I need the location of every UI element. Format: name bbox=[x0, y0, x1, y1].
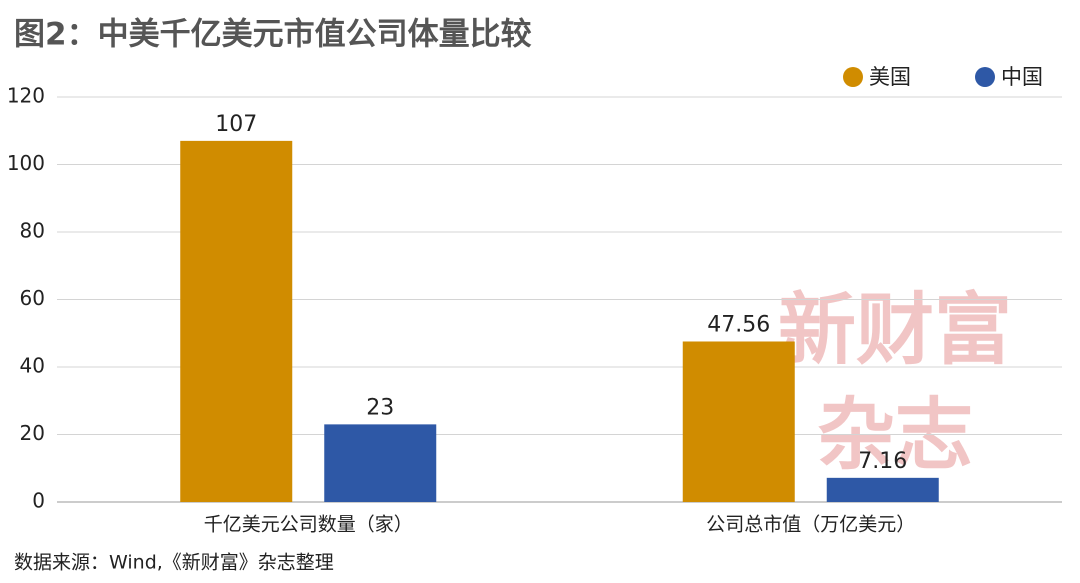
chart-title: 图2：中美千亿美元市值公司体量比较 bbox=[14, 17, 532, 53]
source-note: 数据来源：Wind,《新财富》杂志整理 bbox=[14, 552, 334, 574]
y-tick-label: 60 bbox=[20, 286, 45, 310]
value-label: 23 bbox=[366, 395, 394, 420]
y-tick-label: 0 bbox=[32, 489, 45, 513]
x-tick-label: 千亿美元公司数量（家） bbox=[204, 514, 413, 536]
value-label: 47.56 bbox=[707, 312, 770, 337]
legend-marker bbox=[975, 67, 995, 87]
bar bbox=[682, 341, 795, 502]
y-tick-label: 100 bbox=[7, 151, 45, 175]
bar bbox=[324, 424, 437, 502]
legend-label: 中国 bbox=[1001, 65, 1043, 89]
bar bbox=[826, 477, 939, 502]
bar bbox=[180, 140, 293, 502]
watermark: 杂志 bbox=[817, 390, 973, 480]
value-label: 7.16 bbox=[858, 449, 907, 474]
value-label: 107 bbox=[215, 112, 257, 137]
y-tick-label: 20 bbox=[20, 421, 45, 445]
legend-marker bbox=[843, 67, 863, 87]
legend-label: 美国 bbox=[869, 65, 911, 89]
watermark: 新财富 bbox=[778, 285, 1012, 375]
y-tick-label: 80 bbox=[20, 219, 45, 243]
y-tick-label: 40 bbox=[20, 354, 45, 378]
x-tick-label: 公司总市值（万亿美元） bbox=[706, 514, 915, 536]
y-tick-label: 120 bbox=[7, 84, 45, 108]
